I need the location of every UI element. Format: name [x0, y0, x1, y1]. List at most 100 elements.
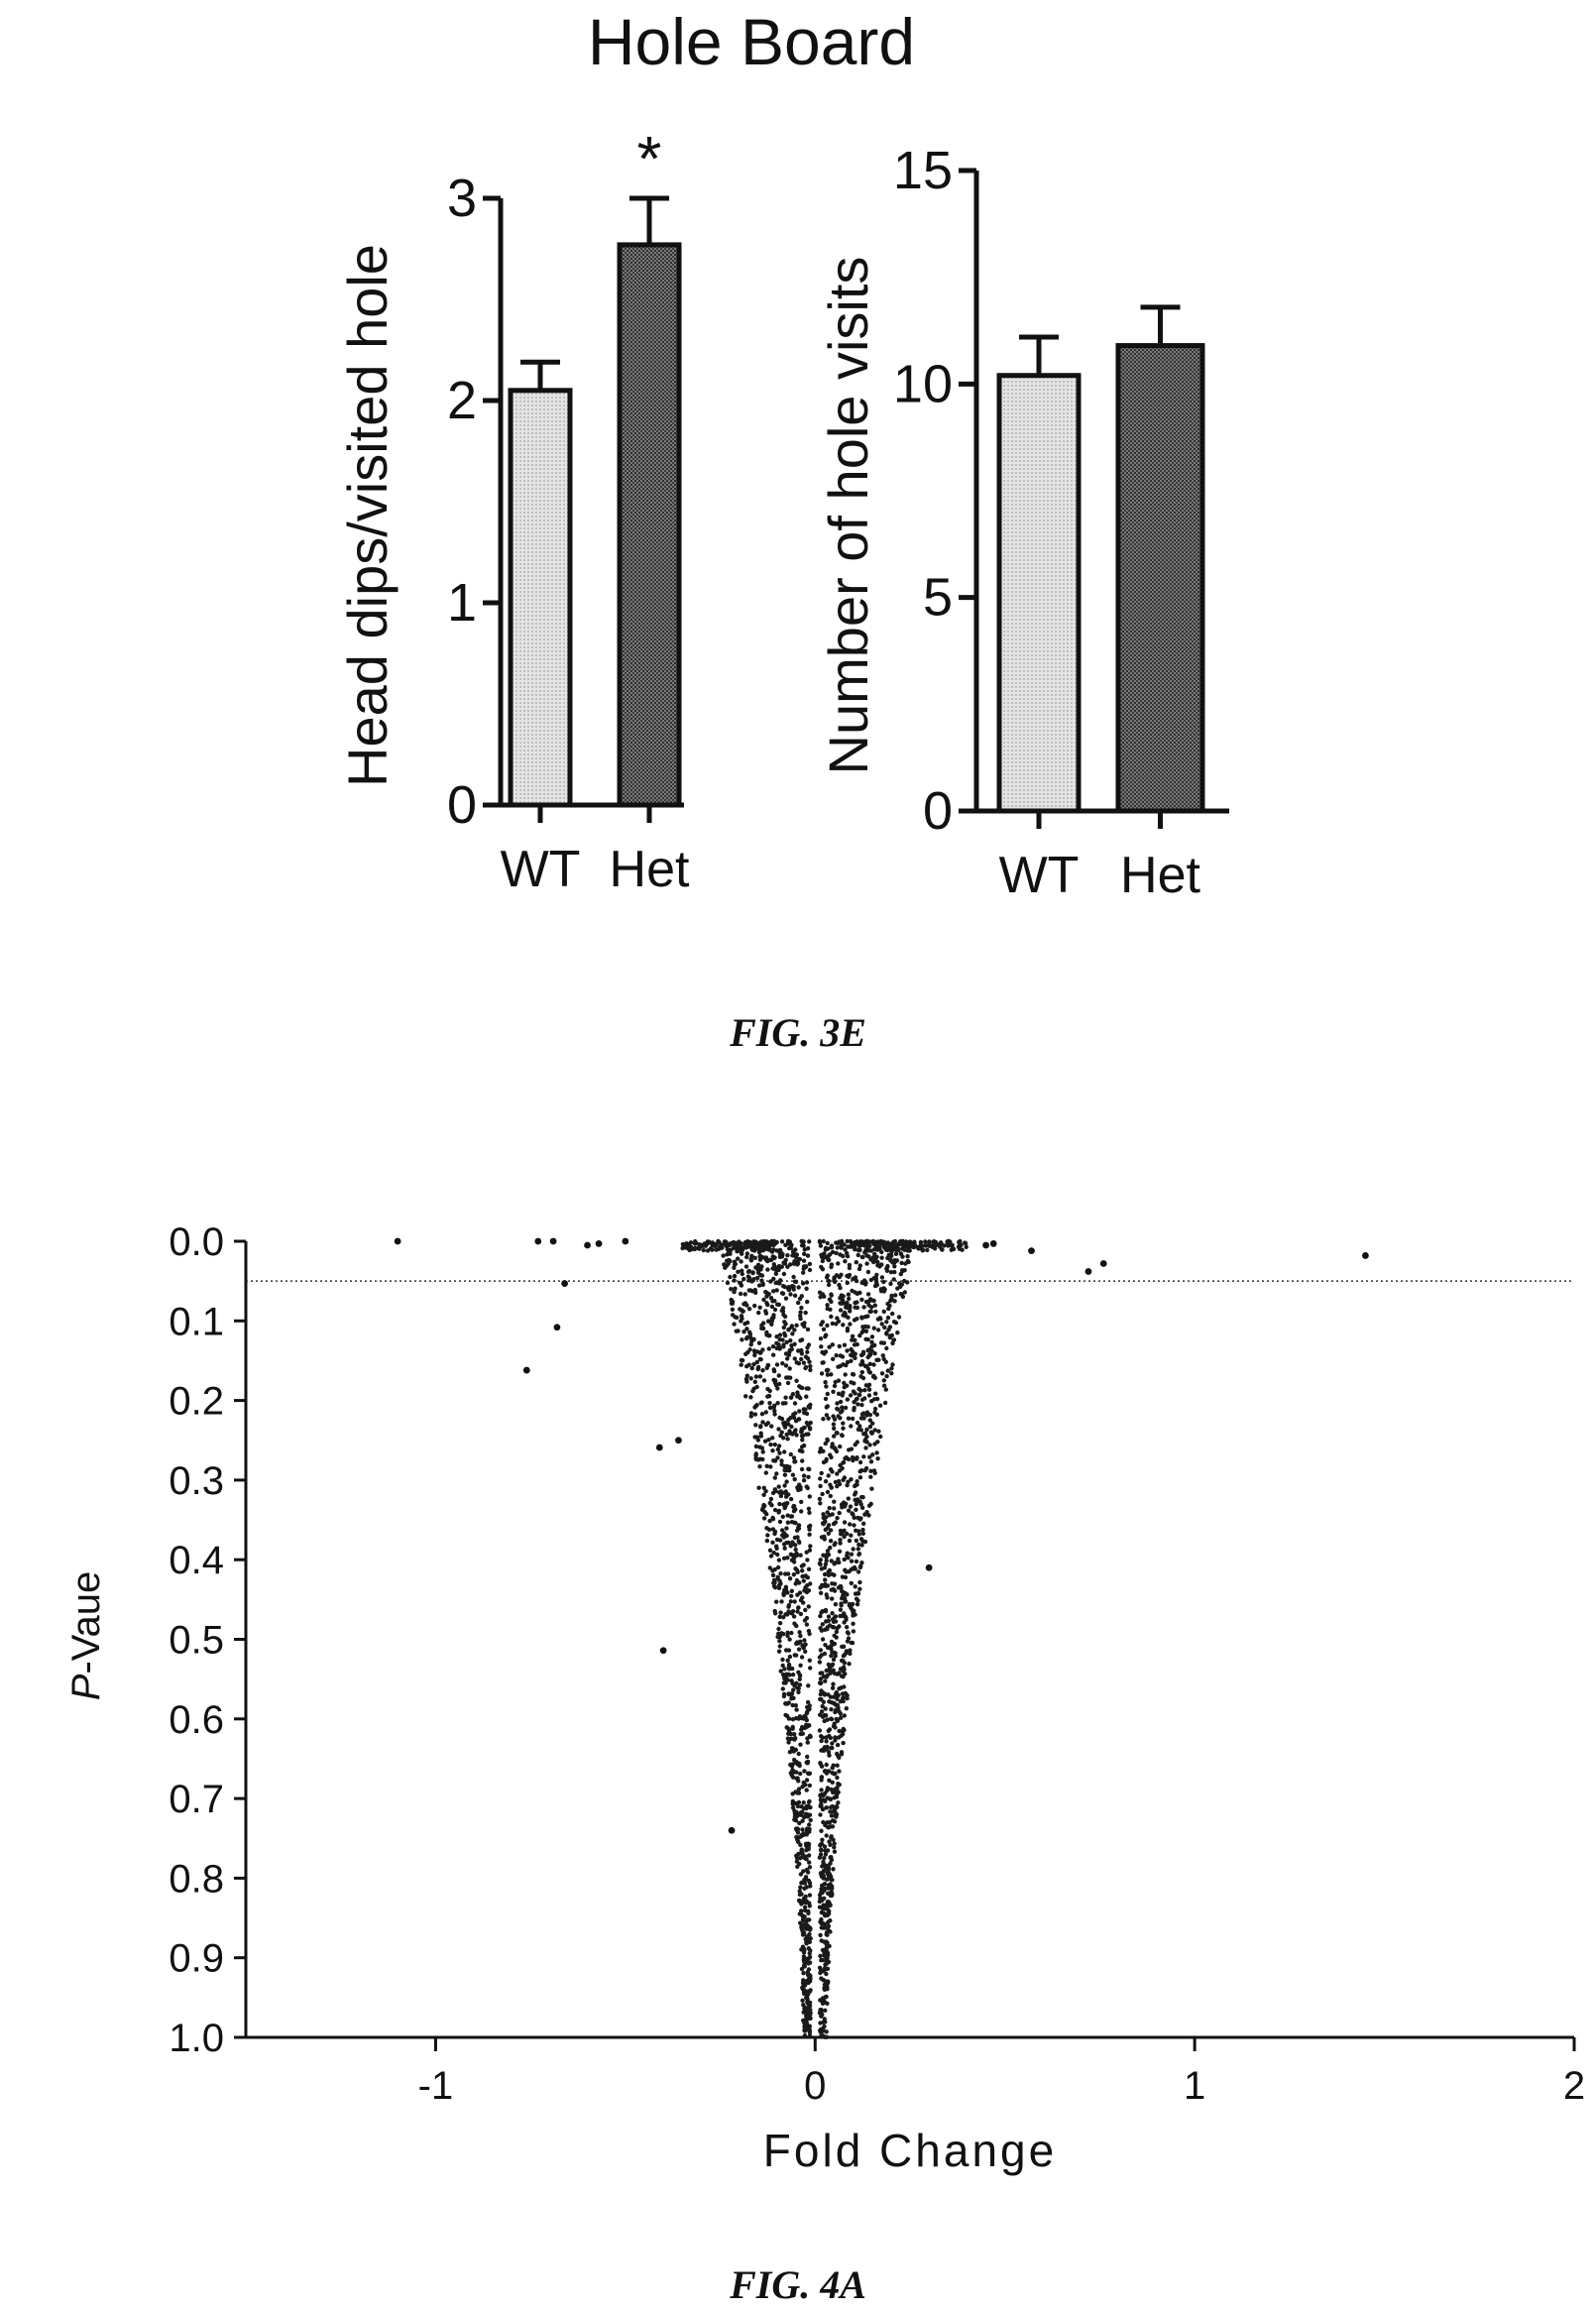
gene-point — [854, 1538, 858, 1544]
gene-point — [727, 1257, 732, 1263]
gene-point — [861, 1521, 866, 1527]
gene-point — [824, 1739, 829, 1744]
gene-point — [729, 1287, 734, 1292]
gene-point — [877, 1403, 883, 1408]
gene-point — [858, 1416, 864, 1421]
gene-point — [783, 1363, 789, 1368]
gene-point — [747, 1331, 753, 1337]
gene-point — [769, 1322, 774, 1328]
gene-point — [785, 1556, 790, 1561]
gene-point — [805, 1969, 810, 1975]
gene-point — [760, 1420, 765, 1425]
gene-point — [819, 1709, 825, 1714]
gene-point — [770, 1568, 775, 1573]
gene-point — [824, 1950, 829, 1955]
gene-point — [802, 1638, 807, 1643]
gene-point — [792, 1401, 798, 1406]
gene-point — [825, 1303, 830, 1308]
gene-point — [843, 1405, 849, 1411]
gene-point — [767, 1548, 773, 1554]
gene-point — [784, 1479, 789, 1484]
gene-point — [766, 1438, 771, 1443]
gene-point — [805, 1754, 810, 1760]
gene-point — [732, 1289, 737, 1295]
gene-point — [732, 1262, 738, 1267]
gene-point — [807, 1829, 812, 1834]
y-tick-label: 10 — [893, 354, 953, 413]
gene-point — [780, 1306, 786, 1311]
gene-point — [796, 1605, 801, 1610]
gene-point — [835, 1516, 840, 1521]
gene-point — [748, 1256, 753, 1262]
gene-point — [697, 1242, 702, 1247]
gene-point — [772, 1475, 777, 1480]
gene-point — [786, 1422, 791, 1427]
gene-point — [763, 1309, 768, 1314]
gene-point — [870, 1421, 875, 1426]
gene-point — [902, 1290, 907, 1295]
gene-point — [792, 1814, 798, 1819]
gene-point — [807, 1812, 813, 1817]
gene-point — [846, 1479, 851, 1484]
gene-point — [806, 1843, 811, 1848]
gene-point — [785, 1253, 790, 1258]
outlier-point — [925, 1563, 933, 1571]
gene-point — [836, 1478, 842, 1484]
gene-point — [826, 1278, 832, 1284]
gene-point — [799, 1351, 805, 1356]
gene-point — [796, 1361, 802, 1366]
gene-point — [798, 1885, 803, 1890]
gene-point — [765, 1267, 770, 1272]
gene-point — [876, 1429, 881, 1434]
gene-point — [807, 1917, 812, 1922]
gene-point — [824, 1762, 829, 1768]
gene-point — [804, 1778, 810, 1783]
gene-point — [875, 1456, 880, 1461]
gene-point — [832, 1383, 838, 1389]
gene-point — [825, 1391, 830, 1397]
gene-point — [806, 1474, 811, 1480]
gene-point — [781, 1592, 786, 1598]
gene-point — [822, 1856, 827, 1861]
gene-point — [837, 1560, 842, 1565]
gene-point — [840, 1691, 846, 1696]
gene-point — [766, 1346, 771, 1351]
gene-point — [818, 1953, 823, 1959]
gene-point — [780, 1490, 785, 1495]
gene-point — [849, 1358, 854, 1364]
gene-point — [862, 1388, 867, 1393]
gene-point — [858, 1374, 863, 1379]
gene-point — [783, 1257, 788, 1263]
gene-point — [761, 1492, 766, 1498]
gene-point — [780, 1291, 786, 1297]
gene-point — [756, 1283, 762, 1288]
gene-point — [849, 1567, 854, 1572]
gene-point — [779, 1533, 785, 1538]
gene-point — [798, 1911, 804, 1916]
gene-point — [774, 1265, 779, 1271]
gene-point — [743, 1394, 748, 1399]
gene-point — [795, 1839, 801, 1844]
gene-point — [758, 1424, 763, 1429]
gene-point — [823, 1254, 828, 1260]
gene-point — [879, 1322, 884, 1327]
gene-point — [853, 1290, 857, 1295]
gene-point — [829, 1716, 835, 1722]
gene-point — [828, 1929, 833, 1934]
gene-point — [818, 1852, 824, 1857]
gene-point — [785, 1630, 790, 1636]
gene-point — [807, 1865, 813, 1870]
gene-point — [854, 1507, 858, 1513]
gene-point — [798, 1553, 803, 1558]
gene-point — [827, 1839, 832, 1844]
gene-point — [780, 1401, 786, 1406]
gene-point — [859, 1505, 865, 1511]
gene-point — [835, 1626, 840, 1631]
gene-point — [849, 1533, 854, 1538]
gene-point — [838, 1541, 843, 1546]
gene-point — [832, 1789, 837, 1793]
gene-point — [818, 1803, 823, 1809]
gene-point — [768, 1496, 774, 1502]
gene-point — [822, 1791, 828, 1796]
gene-point — [859, 1316, 864, 1321]
